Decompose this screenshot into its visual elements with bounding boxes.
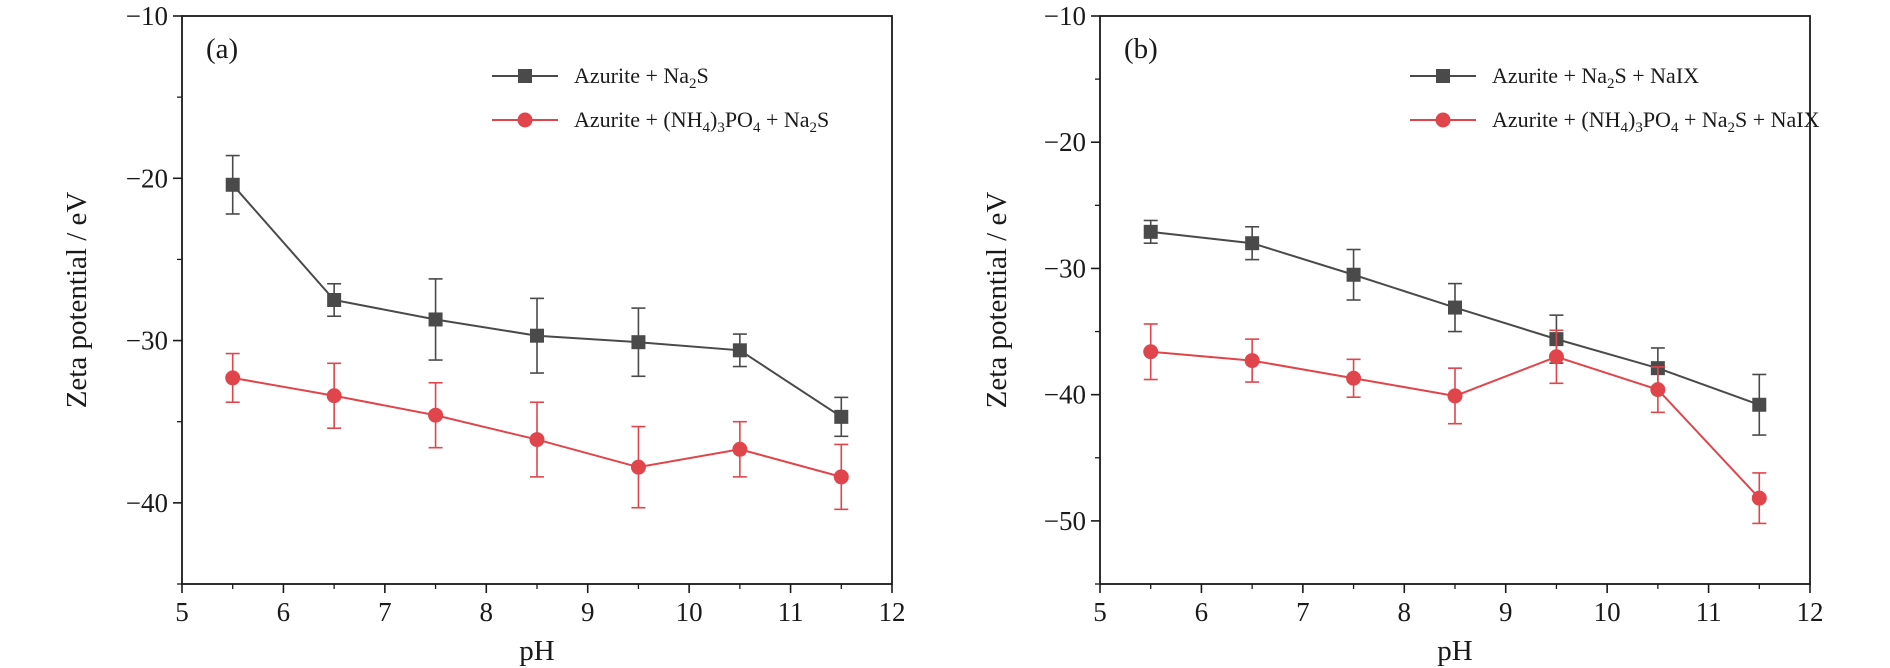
x-tick-label: 6 xyxy=(1195,597,1209,627)
x-tick-label: 9 xyxy=(1499,597,1513,627)
x-tick-label: 10 xyxy=(1594,597,1621,627)
panel-a-zeta-potential-chart: 5 6 7 8 9 10 11 12 −10 −20 −30 −40 pH Zeta potential … xyxy=(61,1,906,667)
x-tick-label: 11 xyxy=(778,597,804,627)
data-point-square xyxy=(225,177,240,192)
data-point-circle xyxy=(1143,344,1159,360)
data-point-square xyxy=(1448,300,1462,315)
x-tick-label: 12 xyxy=(1797,597,1824,627)
x-tick-label: 8 xyxy=(1398,597,1412,627)
panel-label: (a) xyxy=(206,33,238,65)
data-point-circle xyxy=(529,432,545,448)
legend-marker-circle xyxy=(517,112,533,128)
data-point-square xyxy=(327,293,342,307)
data-point-circle xyxy=(732,441,748,457)
legend-marker-square xyxy=(1436,69,1450,83)
x-tick-label: 6 xyxy=(277,597,291,627)
y-tick-label: −20 xyxy=(1044,127,1086,157)
x-axis-label: pH xyxy=(519,635,555,667)
y-tick-label: −20 xyxy=(126,163,168,193)
y-tick-label: −30 xyxy=(126,326,168,356)
data-point-square xyxy=(631,335,646,350)
data-point-square xyxy=(1143,224,1158,239)
panel-b-zeta-potential-chart: 5 6 7 8 9 10 11 12 −10 −20 −30 −40 −50 pH Zeta potenti… xyxy=(981,1,1824,667)
legend-entry-1: Azurite + Na2S + NaIX xyxy=(1410,63,1699,92)
x-tick-label: 5 xyxy=(175,597,189,627)
x-tick-label: 8 xyxy=(480,597,494,627)
x-tick-label: 10 xyxy=(676,597,703,627)
data-point-circle xyxy=(1346,370,1362,386)
x-axis-label: pH xyxy=(1437,635,1473,667)
y-axis-label: Zeta potential / eV xyxy=(61,192,93,409)
data-point-square xyxy=(834,409,849,424)
data-point-square xyxy=(1245,236,1260,251)
legend-label: Azurite + (NH4)3PO4 + Na2S + NaIX xyxy=(1492,107,1820,136)
legend-label: Azurite + Na2S xyxy=(574,63,709,92)
legend-entry-2: Azurite + (NH4)3PO4 + Na2S + NaIX xyxy=(1410,107,1820,136)
y-tick-label: −50 xyxy=(1044,506,1086,536)
series-2 xyxy=(225,352,849,511)
data-point-circle xyxy=(630,459,646,475)
data-point-square xyxy=(1752,397,1767,412)
data-point-circle xyxy=(1447,388,1463,404)
legend-marker-square xyxy=(518,69,532,83)
y-tick-label: −40 xyxy=(126,488,168,518)
series-2 xyxy=(1143,323,1767,525)
legend-label: Azurite + (NH4)3PO4 + Na2S xyxy=(574,107,829,136)
data-point-square xyxy=(530,328,544,343)
x-tick-label: 9 xyxy=(581,597,595,627)
y-tick-label: −10 xyxy=(1044,1,1086,31)
legend-entry-2: Azurite + (NH4)3PO4 + Na2S xyxy=(492,107,829,136)
x-tick-label: 12 xyxy=(879,597,906,627)
x-tick-label: 7 xyxy=(1296,597,1310,627)
x-tick-label: 11 xyxy=(1696,597,1722,627)
y-tick-label: −10 xyxy=(126,1,168,31)
legend-entry-1: Azurite + Na2S xyxy=(492,63,709,92)
data-point-circle xyxy=(326,388,342,404)
data-point-square xyxy=(732,343,747,358)
panel-label: (b) xyxy=(1124,33,1158,65)
x-tick-label: 5 xyxy=(1093,597,1107,627)
data-point-circle xyxy=(1650,382,1666,398)
data-point-square xyxy=(428,312,443,327)
data-point-circle xyxy=(225,370,241,386)
data-point-circle xyxy=(1548,349,1564,365)
data-point-circle xyxy=(1244,353,1260,369)
data-point-circle xyxy=(1751,490,1767,506)
data-point-square xyxy=(1346,267,1361,282)
data-point-circle xyxy=(833,469,849,485)
y-tick-label: −40 xyxy=(1044,380,1086,410)
data-point-circle xyxy=(428,407,444,423)
x-tick-label: 7 xyxy=(378,597,392,627)
legend-marker-circle xyxy=(1435,112,1451,128)
y-axis-label: Zeta potential / eV xyxy=(981,192,1013,409)
legend-label: Azurite + Na2S + NaIX xyxy=(1492,63,1699,92)
y-tick-label: −30 xyxy=(1044,253,1086,283)
series-1 xyxy=(225,154,849,438)
